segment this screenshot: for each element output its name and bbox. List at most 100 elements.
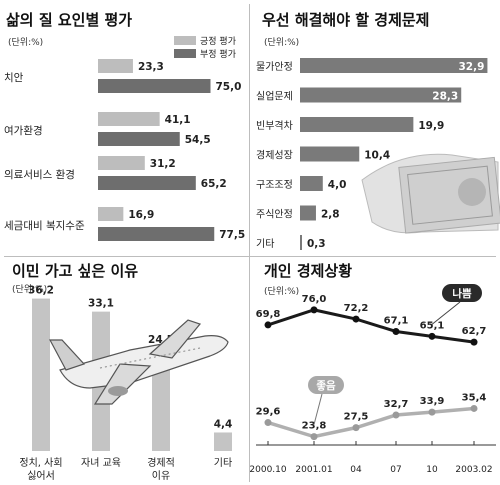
x-tick-label: 10 [426, 465, 438, 475]
data-label: 10,4 [364, 150, 390, 162]
airplane-wing-far [148, 319, 202, 359]
economic-problems-panel: 우선 해결해야 할 경제문제 (단위:%) 물가안정 32,9 실업문제 28,3 빈부… [252, 0, 500, 258]
bar [98, 132, 180, 146]
airplane-body [59, 335, 229, 389]
bar [300, 205, 316, 221]
series-name-label: 좋음 [316, 380, 336, 392]
badge-pointer [313, 393, 323, 425]
category-label: 세금대비 복지수준 [4, 220, 85, 232]
airplane-windows [99, 347, 201, 369]
x-tick-label: 2001.01 [295, 465, 332, 475]
category-label: 정치, 사회 싫어서 [19, 457, 62, 482]
data-label: 0,3 [307, 238, 326, 250]
category-label: 자녀 교육 [81, 457, 121, 469]
category-label: 경제성장 [256, 149, 293, 162]
data-point [428, 332, 436, 340]
category-label: 경제적 이유 [147, 456, 175, 482]
data-label: 31,2 [150, 158, 176, 170]
data-label: 76,0 [302, 294, 327, 305]
badge-pointer [431, 301, 461, 325]
data-point [264, 321, 272, 329]
airplane-illustration [49, 319, 229, 405]
data-point [310, 433, 318, 441]
bar [214, 432, 232, 451]
data-label: 77,5 [219, 229, 245, 241]
series-line [267, 406, 475, 439]
data-label: 27,5 [344, 412, 369, 423]
bar [300, 146, 360, 162]
data-label: 65,1 [420, 320, 445, 331]
category-label: 치안 [4, 72, 24, 84]
bar [300, 176, 323, 191]
data-point [392, 411, 400, 419]
legend-swatch [174, 49, 196, 58]
data-label: 19,9 [418, 120, 444, 132]
data-point [470, 404, 478, 412]
category-label: 물가안정 [256, 61, 293, 73]
bar [98, 112, 160, 126]
bar [98, 227, 215, 241]
bar [98, 176, 196, 190]
data-label: 54,5 [185, 134, 211, 146]
data-label: 23,8 [302, 421, 327, 432]
category-label: 기타 [214, 457, 232, 469]
unit-label: (단위:%) [12, 285, 48, 295]
data-label: 65,2 [201, 178, 227, 190]
bar [98, 207, 124, 221]
unit-label: (단위:%) [8, 38, 44, 48]
quality-of-life-panel: 삶의 질 요인별 평가 (단위:%) 긍정 평가 부정 평가 치안 23,3 75,0 여… [0, 0, 248, 258]
airplane-wing [93, 363, 152, 405]
x-tick-label: 2003.02 [455, 465, 492, 475]
category-label: 의료서비스 환경 [4, 168, 75, 181]
data-label: 62,7 [462, 326, 487, 337]
vertical-divider [249, 4, 250, 482]
data-label: 29,6 [256, 407, 281, 418]
series-line [267, 308, 475, 344]
series-name-label: 나쁨 [452, 287, 472, 300]
banknote-portrait [458, 178, 486, 206]
bar [300, 58, 488, 73]
bar [300, 235, 302, 250]
data-point [264, 419, 272, 427]
airplane-engine [108, 386, 128, 396]
legend-label: 부정 평가 [200, 49, 236, 60]
data-point [470, 338, 478, 346]
data-point [392, 327, 400, 335]
data-label: 72,2 [344, 303, 369, 314]
data-label: 67,1 [384, 315, 409, 326]
bar [98, 79, 211, 93]
bar [32, 298, 50, 451]
data-point [352, 424, 360, 432]
legend-label: 긍정 평가 [200, 36, 236, 47]
personal-economy-panel: 개인 경제상황 (단위:%) 2000.10 2001.01 04 07 10 2003.… [249, 258, 500, 485]
data-point [428, 408, 436, 416]
category-label: 빈부격차 [256, 119, 293, 132]
panel-title: 우선 해결해야 할 경제문제 [262, 11, 430, 29]
data-label: 75,0 [216, 81, 242, 93]
economic-problems-chart: 물가안정 32,9 실업문제 28,3 빈부격차 19,9 경제성장 10,4 구조조정 4,0 주… [256, 58, 500, 250]
data-point [310, 306, 318, 314]
data-label: 32,9 [459, 61, 485, 73]
emigration-reasons-panel: 이민 가고 싶은 이유 (단위:%) 36,2 33,1 24,5 4,4 정치, 사회… [0, 258, 248, 485]
bar [300, 87, 462, 103]
data-label: 33,1 [88, 298, 114, 310]
unit-label: (단위:%) [264, 287, 300, 297]
data-label: 32,7 [384, 399, 409, 410]
series-badge [442, 284, 482, 302]
banknote [398, 156, 500, 234]
data-label: 2,8 [321, 209, 340, 221]
category-label: 기타 [256, 238, 274, 250]
panel-title: 삶의 질 요인별 평가 [6, 11, 133, 29]
category-label: 실업문제 [256, 90, 293, 103]
x-tick-label: 07 [390, 465, 401, 475]
category-label: 구조조정 [256, 179, 293, 191]
x-tick-label: 2000.10 [249, 465, 286, 475]
money-hand-illustration [361, 153, 500, 234]
personal-economy-chart: 2000.10 2001.01 04 07 10 2003.02 69,8 76,0 72,2 6… [249, 284, 496, 475]
legend-swatch [174, 36, 196, 45]
data-label: 33,9 [420, 396, 445, 407]
data-label: 36,2 [28, 285, 54, 297]
unit-label: (단위:%) [264, 38, 300, 48]
horizontal-divider [4, 256, 496, 257]
